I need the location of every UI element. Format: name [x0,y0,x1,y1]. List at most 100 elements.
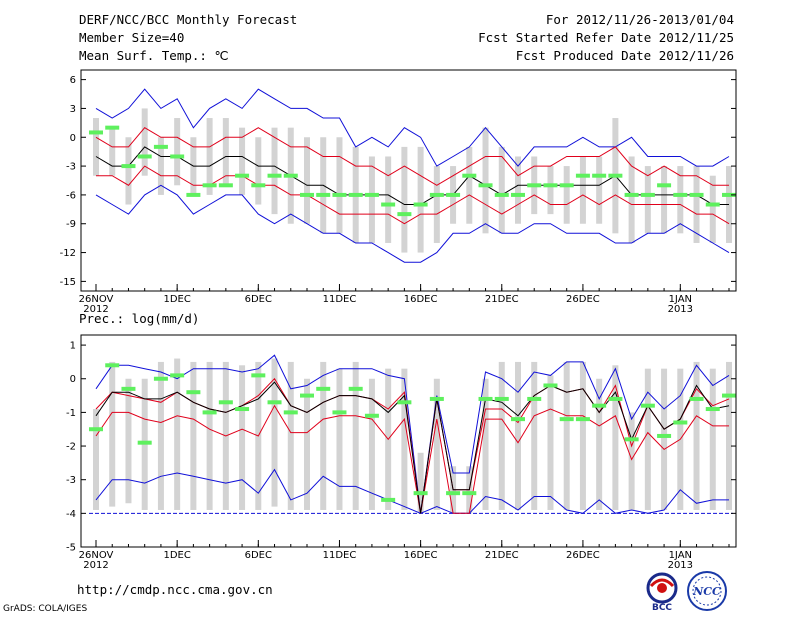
ensemble-bar-1-24 [482,378,489,510]
xtick-year-1-36: 2013 [668,560,693,571]
ensemble-bar-1-35 [661,368,668,510]
ensemble-bar-0-28 [547,166,554,215]
ensemble-bar-0-4 [157,137,164,195]
marker-0-17 [364,192,379,197]
marker-0-27 [527,183,542,188]
xtick-label-0-30: 26DEC [566,294,600,305]
variable-label: Mean Surf. Temp.: ℃ [79,48,229,63]
ensemble-bar-1-34 [644,368,651,510]
marker-1-19 [397,400,412,405]
marker-0-34 [640,192,655,197]
ensemble-bar-0-25 [498,146,505,234]
ensemble-bar-0-10 [255,137,262,205]
ensemble-bar-1-7 [206,361,213,510]
marker-1-26 [511,417,525,422]
marker-1-9 [235,407,250,412]
marker-0-31 [592,173,607,178]
ensemble-bar-0-29 [563,166,570,224]
footer-url[interactable]: http://cmdp.ncc.cma.gov.cn [77,582,273,597]
marker-1-2 [121,386,136,391]
xtick-label-0-0: 26NOV [79,294,114,305]
marker-1-39 [722,393,736,398]
marker-1-38 [705,407,720,412]
ensemble-bar-1-30 [579,361,586,510]
marker-1-32 [608,396,623,401]
ensemble-bar-0-23 [466,146,473,224]
ensemble-bar-0-13 [304,137,310,224]
marker-1-4 [153,376,168,381]
marker-1-36 [673,420,688,425]
precip-panel-label: Prec.: log(mm/d) [79,311,200,326]
ensemble-bar-1-11 [271,358,278,507]
ensemble-bar-0-36 [677,166,684,234]
ensemble-bar-0-17 [368,156,375,243]
marker-1-3 [137,440,152,445]
ensemble-bar-0-37 [693,166,700,243]
marker-1-23 [462,491,477,496]
marker-1-33 [624,437,639,442]
ensemble-bar-0-24 [482,127,489,234]
ensemble-bar-0-18 [385,156,392,243]
marker-1-35 [657,433,672,438]
xtick-label-1-25: 21DEC [485,550,519,561]
ensemble-bar-0-30 [579,156,586,224]
marker-1-21 [429,396,444,401]
xtick-label-1-0: 26NOV [79,550,114,561]
marker-0-25 [494,192,509,197]
ensemble-bar-0-1 [109,127,116,176]
marker-0-1 [105,125,120,130]
ytick-label-0-0: 0 [70,133,76,144]
panel-frame-1 [80,334,737,548]
ensemble-bar-0-34 [644,166,651,234]
xtick-label-0-25: 21DEC [485,294,519,305]
series-max-1 [95,354,730,514]
ensemble-bar-0-5 [174,118,181,186]
xtick-label-0-15: 11DEC [323,294,357,305]
marker-1-13 [300,393,314,398]
marker-0-35 [657,183,672,188]
ensemble-bar-1-15 [336,368,343,510]
ytick-label-0-6: 6 [70,75,76,86]
member-size: Member Size=40 [79,30,185,45]
marker-0-37 [689,192,704,197]
marker-1-17 [364,413,379,418]
marker-0-29 [559,183,574,188]
marker-0-36 [673,192,688,197]
xtick-label-1-5: 1DEC [163,550,190,561]
ensemble-bar-1-32 [612,365,619,510]
ensemble-bar-1-1 [109,361,116,507]
ensemble-bar-0-35 [661,166,668,234]
series-mean-plus-sd-0 [95,127,729,186]
ensemble-bar-1-25 [498,361,505,510]
ytick-label-1--2: -2 [66,442,76,453]
marker-1-8 [218,400,233,405]
series-mean-0 [95,146,729,205]
ytick-label-0--3: -3 [66,162,76,173]
marker-0-39 [722,192,736,197]
ensemble-bar-1-21 [433,378,440,510]
marker-0-14 [316,192,331,197]
marker-1-25 [494,396,509,401]
ensemble-bar-1-12 [287,361,294,510]
ensemble-bar-0-19 [401,146,408,253]
ensemble-bar-0-33 [628,156,635,243]
ytick-label-0--6: -6 [66,190,76,201]
ncc-logo-icon: NCC [687,571,727,611]
series-min-0 [95,184,730,263]
marker-0-28 [543,183,558,188]
ensemble-bar-0-20 [417,146,424,253]
ensemble-bar-0-26 [515,156,521,224]
series-min-1 [95,468,729,514]
ensemble-bar-1-17 [368,378,375,510]
marker-0-18 [381,202,396,207]
ensemble-bar-1-2 [125,378,132,504]
marker-1-1 [105,363,120,368]
ensemble-bar-0-38 [709,175,716,243]
marker-0-16 [348,192,363,197]
ensemble-bar-1-27 [531,361,538,510]
ensemble-bar-1-29 [563,361,570,510]
marker-1-10 [251,373,266,378]
ensemble-bar-1-39 [726,361,732,510]
ensemble-bar-0-31 [596,156,603,224]
